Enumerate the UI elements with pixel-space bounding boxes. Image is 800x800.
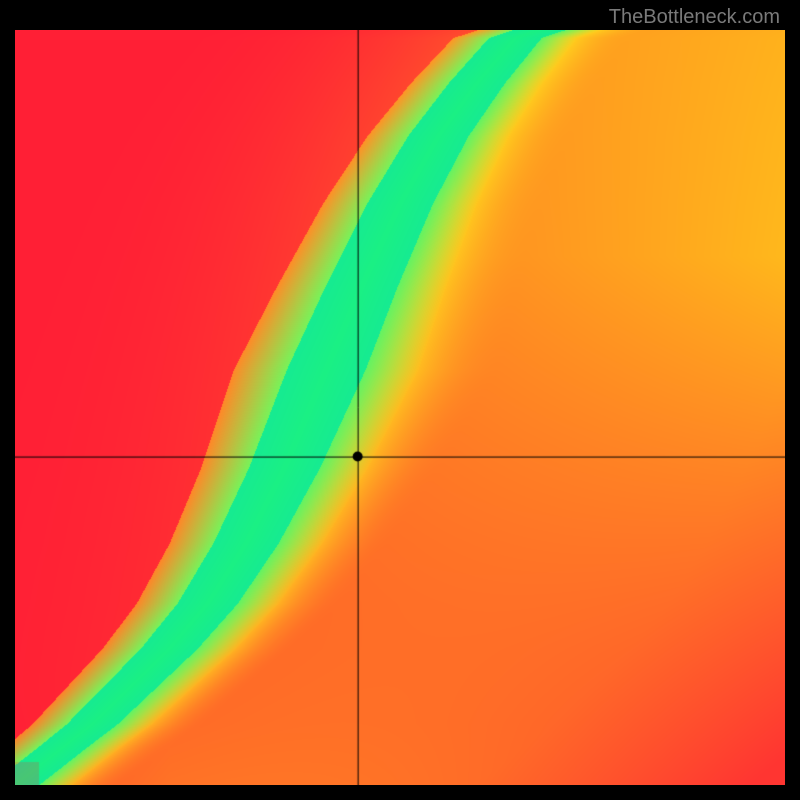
heatmap-chart (15, 30, 785, 785)
watermark-text: TheBottleneck.com (609, 6, 780, 29)
heatmap-canvas (15, 30, 785, 785)
chart-container: TheBottleneck.com (0, 0, 800, 800)
